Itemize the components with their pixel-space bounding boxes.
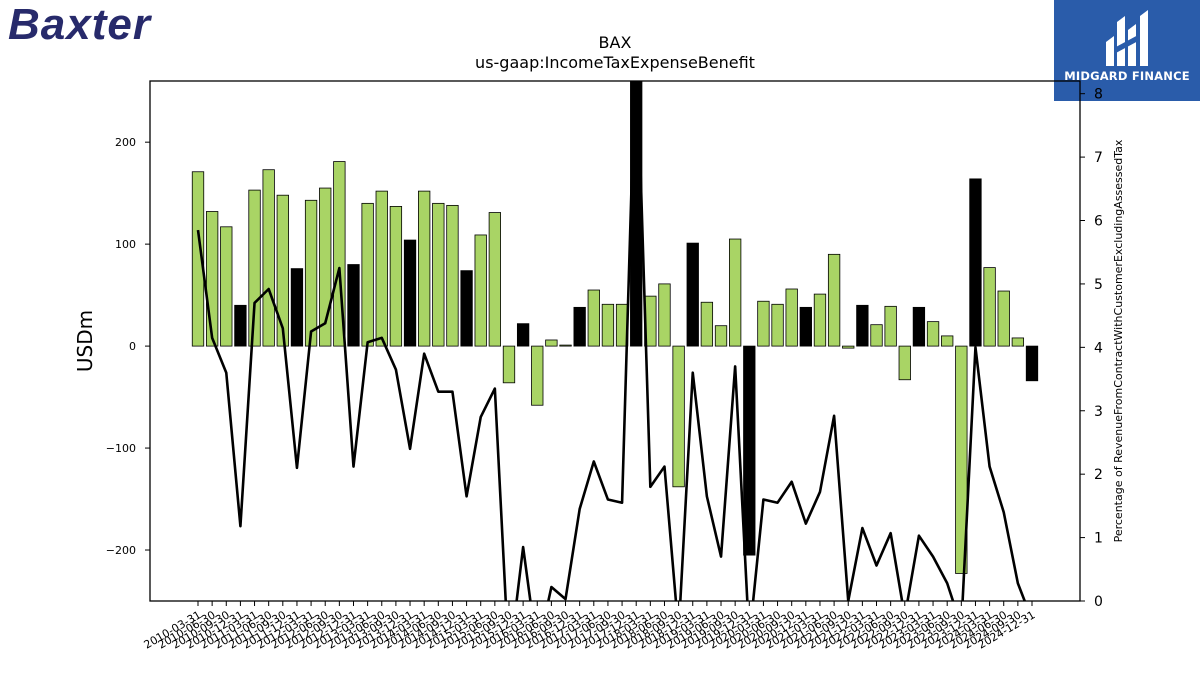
bar [672,345,685,488]
bar [220,226,233,347]
bar [262,169,275,347]
bar [545,339,558,347]
y2-tick-label: 4 [1094,340,1103,356]
bar [686,242,699,347]
bar [516,323,530,347]
right-axis: 0 1 2 3 4 5 6 7 8 [1080,87,1103,610]
bar [912,306,926,347]
bar [955,345,968,574]
bar [361,202,374,347]
bar [446,204,459,347]
bar [941,335,954,347]
bar [587,289,600,347]
y2-tick-label: 6 [1094,214,1103,230]
bar [205,211,219,347]
bar [898,345,911,381]
bar [559,344,572,347]
y-tick-label: 200 [115,136,136,149]
bar [757,300,770,347]
bar [969,178,982,347]
bar [333,161,346,347]
bar [531,345,544,406]
bar [714,325,728,347]
bar [1011,337,1025,347]
y2-tick-label: 3 [1094,404,1103,420]
bar [1025,345,1039,382]
chart-title: BAX [599,33,632,52]
y2-tick-label: 0 [1094,594,1103,610]
midgard-text: MIDGARD FINANCE [1064,69,1190,83]
bar [403,239,417,347]
bar [375,190,388,347]
bar [474,234,487,347]
bar [700,301,714,347]
y2-tick-label: 5 [1094,277,1103,293]
bar [319,187,332,347]
bar [234,304,247,347]
bar [743,345,756,556]
bar [884,305,897,347]
bar [248,189,261,347]
bar [785,288,798,347]
baxter-logo: Baxter [8,0,151,50]
bar-series [191,80,1039,574]
bar [276,194,289,347]
plot-frame [149,80,1081,602]
y2-tick-label: 8 [1094,87,1103,103]
bar [290,268,304,347]
left-axis: −200 −100 0 100 200 [106,136,150,557]
bar [799,306,812,347]
bar [813,293,827,347]
bar [997,290,1010,347]
bar [573,306,586,347]
bar [729,238,742,347]
chart-subtitle: us-gaap:IncomeTaxExpenseBenefit [475,53,755,72]
percentage-line [196,81,1027,601]
y2-axis-label: Percentage of RevenueFromContractWithCus… [1112,139,1125,542]
bar [460,270,473,347]
bar [304,199,318,347]
baxter-logo-text: Baxter [8,0,151,49]
y-tick-label: 0 [129,340,136,353]
bar [827,253,841,347]
bar [771,303,784,347]
y2-tick-label: 1 [1094,531,1103,547]
bar [389,206,403,347]
bar [926,321,940,347]
bar [488,212,502,347]
y-tick-label: −200 [106,544,136,557]
bar [983,267,996,347]
bar [601,303,615,347]
y2-tick-label: 7 [1094,150,1103,166]
y-tick-label: 100 [115,238,136,251]
bar [418,190,431,347]
y2-tick-label: 2 [1094,467,1103,483]
bar [856,304,869,347]
bar [191,171,205,347]
bar [658,283,671,347]
bar [347,264,360,347]
y-axis-label: USDm [73,310,97,372]
bar [432,202,445,347]
midgard-logo-icon [1054,0,1200,101]
bar [870,324,883,347]
midgard-finance-watermark: MIDGARD FINANCE [1054,0,1200,101]
bar [842,345,855,349]
x-axis: 2010-03-312010-06-302010-09-302010-12-31… [142,601,1038,652]
bar [502,345,516,384]
y-tick-label: −100 [106,442,136,455]
